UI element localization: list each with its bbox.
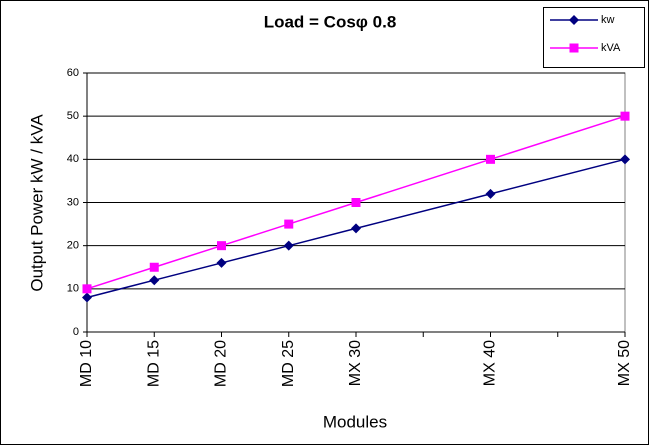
data-point <box>216 257 227 268</box>
x-tick-label: MD 15 <box>145 340 162 387</box>
y-tick-label: 40 <box>67 153 79 165</box>
y-axis-label: Output Power kW / kVA <box>27 114 46 292</box>
x-tick-label: MD 10 <box>78 340 95 387</box>
x-axis-label: Modules <box>323 412 387 431</box>
legend-marker <box>569 43 579 53</box>
x-tick-label: MX 50 <box>616 340 633 386</box>
y-tick-label: 50 <box>67 110 79 122</box>
y-tick-label: 30 <box>67 196 79 208</box>
data-point <box>149 275 160 286</box>
y-tick-label: 60 <box>67 67 79 79</box>
legend-marker <box>569 15 579 25</box>
data-point <box>351 223 361 234</box>
data-point <box>284 219 294 229</box>
data-point <box>82 284 92 294</box>
data-point <box>351 198 361 207</box>
legend-label: kVA <box>601 42 621 54</box>
x-tick-label: MD 25 <box>280 340 297 387</box>
data-point <box>217 241 226 251</box>
x-tick-label: MX 40 <box>482 340 499 386</box>
legend-label: kw <box>601 14 615 26</box>
y-tick-label: 0 <box>73 326 79 338</box>
legend-box <box>543 7 645 68</box>
x-tick-label: MX 30 <box>347 340 364 386</box>
data-point <box>283 240 294 251</box>
x-tick-label: MD 20 <box>213 340 230 387</box>
data-point <box>486 154 495 164</box>
y-tick-label: 10 <box>67 283 79 295</box>
data-point <box>82 292 92 303</box>
data-point <box>149 262 159 272</box>
data-point <box>620 154 630 165</box>
chart-title: Load = Cosφ 0.8 <box>264 12 397 31</box>
y-tick-label: 20 <box>67 240 79 252</box>
data-point <box>620 111 630 121</box>
data-point <box>485 188 496 199</box>
